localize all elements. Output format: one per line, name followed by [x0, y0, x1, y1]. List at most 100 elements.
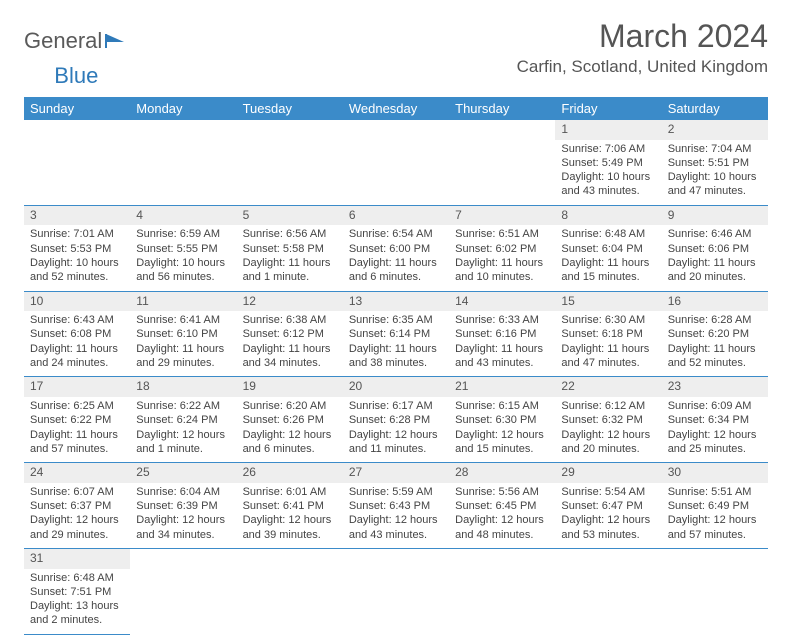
day-data-cell: Sunrise: 6:38 AMSunset: 6:12 PMDaylight:…: [237, 311, 343, 377]
day-number-row: 10111213141516: [24, 291, 768, 311]
month-title: March 2024: [517, 18, 768, 55]
day-data-row: Sunrise: 6:07 AMSunset: 6:37 PMDaylight:…: [24, 483, 768, 549]
day-data-cell: Sunrise: 6:51 AMSunset: 6:02 PMDaylight:…: [449, 225, 555, 291]
day-number-row: 31: [24, 548, 768, 568]
day-number-cell: 31: [24, 548, 130, 568]
sunset-text: Sunset: 6:26 PM: [243, 413, 337, 427]
sunset-text: Sunset: 6:30 PM: [455, 413, 549, 427]
logo-text-blue: Blue: [54, 63, 98, 89]
daylight-text: Daylight: 11 hours and 34 minutes.: [243, 342, 337, 371]
sunset-text: Sunset: 6:02 PM: [455, 242, 549, 256]
daylight-text: Daylight: 11 hours and 47 minutes.: [561, 342, 655, 371]
day-number-cell: 18: [130, 377, 236, 397]
sunrise-text: Sunrise: 6:35 AM: [349, 313, 443, 327]
sunset-text: Sunset: 6:00 PM: [349, 242, 443, 256]
day-number-cell: [555, 548, 661, 568]
day-data-cell: [343, 140, 449, 206]
day-header: Friday: [555, 97, 661, 120]
sunset-text: Sunset: 6:28 PM: [349, 413, 443, 427]
sunrise-text: Sunrise: 6:43 AM: [30, 313, 124, 327]
daylight-text: Daylight: 12 hours and 11 minutes.: [349, 428, 443, 457]
sunrise-text: Sunrise: 6:04 AM: [136, 485, 230, 499]
day-data-cell: [237, 140, 343, 206]
day-data-cell: Sunrise: 6:30 AMSunset: 6:18 PMDaylight:…: [555, 311, 661, 377]
day-header: Sunday: [24, 97, 130, 120]
day-data-cell: Sunrise: 6:12 AMSunset: 6:32 PMDaylight:…: [555, 397, 661, 463]
daylight-text: Daylight: 12 hours and 29 minutes.: [30, 513, 124, 542]
daylight-text: Daylight: 11 hours and 15 minutes.: [561, 256, 655, 285]
day-data-cell: Sunrise: 6:15 AMSunset: 6:30 PMDaylight:…: [449, 397, 555, 463]
day-data-cell: Sunrise: 5:59 AMSunset: 6:43 PMDaylight:…: [343, 483, 449, 549]
sunrise-text: Sunrise: 7:01 AM: [30, 227, 124, 241]
sunrise-text: Sunrise: 6:20 AM: [243, 399, 337, 413]
day-data-cell: Sunrise: 6:43 AMSunset: 6:08 PMDaylight:…: [24, 311, 130, 377]
sunset-text: Sunset: 6:39 PM: [136, 499, 230, 513]
day-number-cell: [237, 120, 343, 140]
day-number-cell: [343, 548, 449, 568]
day-number-cell: 14: [449, 291, 555, 311]
sunset-text: Sunset: 6:06 PM: [668, 242, 762, 256]
day-data-cell: Sunrise: 6:33 AMSunset: 6:16 PMDaylight:…: [449, 311, 555, 377]
sunset-text: Sunset: 6:04 PM: [561, 242, 655, 256]
daylight-text: Daylight: 11 hours and 10 minutes.: [455, 256, 549, 285]
day-data-cell: Sunrise: 6:35 AMSunset: 6:14 PMDaylight:…: [343, 311, 449, 377]
day-number-cell: 21: [449, 377, 555, 397]
sunset-text: Sunset: 5:55 PM: [136, 242, 230, 256]
daylight-text: Daylight: 11 hours and 43 minutes.: [455, 342, 549, 371]
daylight-text: Daylight: 12 hours and 15 minutes.: [455, 428, 549, 457]
day-data-cell: Sunrise: 6:54 AMSunset: 6:00 PMDaylight:…: [343, 225, 449, 291]
daylight-text: Daylight: 12 hours and 1 minute.: [136, 428, 230, 457]
sunrise-text: Sunrise: 5:56 AM: [455, 485, 549, 499]
day-data-cell: Sunrise: 6:59 AMSunset: 5:55 PMDaylight:…: [130, 225, 236, 291]
day-number-cell: 13: [343, 291, 449, 311]
day-number-row: 17181920212223: [24, 377, 768, 397]
sunrise-text: Sunrise: 6:48 AM: [30, 571, 124, 585]
day-data-row: Sunrise: 7:01 AMSunset: 5:53 PMDaylight:…: [24, 225, 768, 291]
day-data-cell: Sunrise: 6:22 AMSunset: 6:24 PMDaylight:…: [130, 397, 236, 463]
sunset-text: Sunset: 6:12 PM: [243, 327, 337, 341]
day-number-cell: 17: [24, 377, 130, 397]
day-data-cell: Sunrise: 6:48 AMSunset: 7:51 PMDaylight:…: [24, 569, 130, 635]
day-number-cell: 6: [343, 205, 449, 225]
day-number-cell: [449, 548, 555, 568]
daylight-text: Daylight: 10 hours and 43 minutes.: [561, 170, 655, 199]
day-data-cell: Sunrise: 6:25 AMSunset: 6:22 PMDaylight:…: [24, 397, 130, 463]
daylight-text: Daylight: 12 hours and 25 minutes.: [668, 428, 762, 457]
sunrise-text: Sunrise: 6:22 AM: [136, 399, 230, 413]
sunrise-text: Sunrise: 5:51 AM: [668, 485, 762, 499]
sunset-text: Sunset: 6:22 PM: [30, 413, 124, 427]
sunrise-text: Sunrise: 6:33 AM: [455, 313, 549, 327]
day-number-cell: 30: [662, 463, 768, 483]
day-data-cell: Sunrise: 5:51 AMSunset: 6:49 PMDaylight:…: [662, 483, 768, 549]
day-data-cell: [130, 140, 236, 206]
day-header: Wednesday: [343, 97, 449, 120]
day-number-cell: 1: [555, 120, 661, 140]
day-data-cell: [449, 140, 555, 206]
daylight-text: Daylight: 10 hours and 52 minutes.: [30, 256, 124, 285]
day-data-cell: Sunrise: 6:41 AMSunset: 6:10 PMDaylight:…: [130, 311, 236, 377]
logo-text-general: General: [24, 28, 102, 54]
daylight-text: Daylight: 10 hours and 56 minutes.: [136, 256, 230, 285]
calendar-table: SundayMondayTuesdayWednesdayThursdayFrid…: [24, 97, 768, 635]
day-number-cell: 5: [237, 205, 343, 225]
sunset-text: Sunset: 5:51 PM: [668, 156, 762, 170]
day-data-cell: Sunrise: 6:04 AMSunset: 6:39 PMDaylight:…: [130, 483, 236, 549]
sunrise-text: Sunrise: 6:51 AM: [455, 227, 549, 241]
sunrise-text: Sunrise: 6:30 AM: [561, 313, 655, 327]
day-number-cell: 29: [555, 463, 661, 483]
daylight-text: Daylight: 12 hours and 6 minutes.: [243, 428, 337, 457]
day-data-cell: [662, 569, 768, 635]
day-header: Thursday: [449, 97, 555, 120]
daylight-text: Daylight: 11 hours and 24 minutes.: [30, 342, 124, 371]
day-number-cell: 7: [449, 205, 555, 225]
daylight-text: Daylight: 11 hours and 57 minutes.: [30, 428, 124, 457]
sunrise-text: Sunrise: 6:17 AM: [349, 399, 443, 413]
day-number-cell: 2: [662, 120, 768, 140]
day-number-cell: 10: [24, 291, 130, 311]
day-number-cell: 4: [130, 205, 236, 225]
day-number-cell: 25: [130, 463, 236, 483]
day-data-row: Sunrise: 7:06 AMSunset: 5:49 PMDaylight:…: [24, 140, 768, 206]
logo: General: [24, 28, 128, 54]
daylight-text: Daylight: 11 hours and 6 minutes.: [349, 256, 443, 285]
sunset-text: Sunset: 6:34 PM: [668, 413, 762, 427]
